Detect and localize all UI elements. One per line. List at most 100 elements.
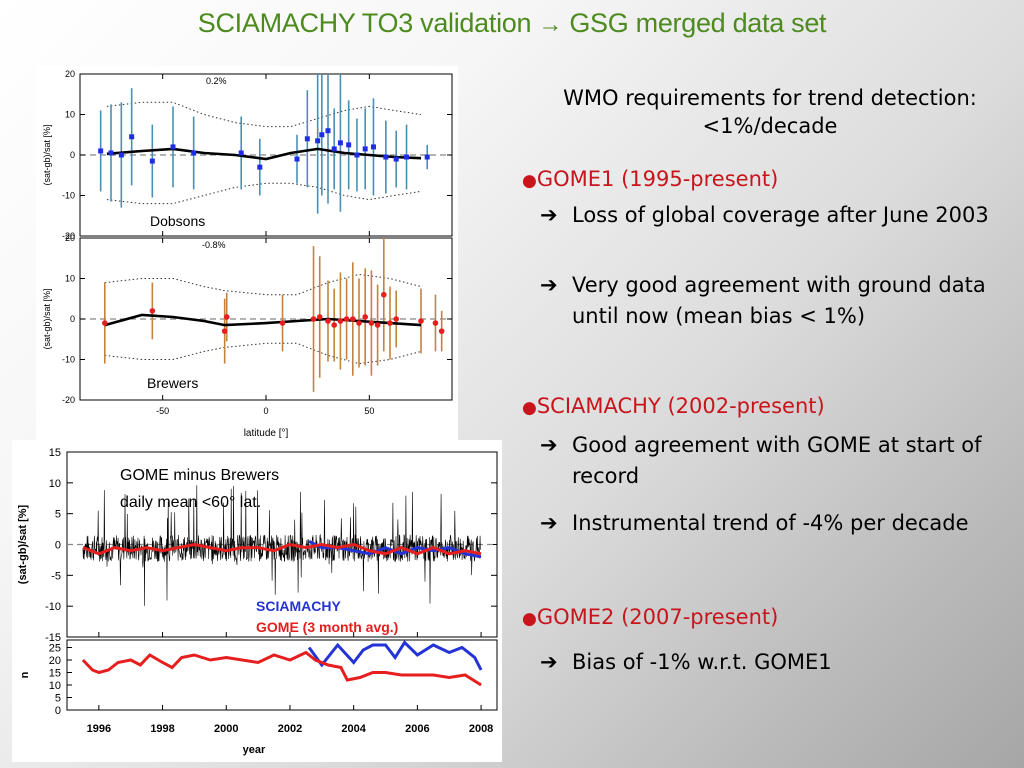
data-point: [149, 158, 155, 164]
y-tick-label: -10: [62, 355, 75, 365]
annotation-line-1: GOME minus Brewers: [120, 467, 279, 484]
data-point: [304, 136, 310, 142]
series-line: [81, 650, 482, 687]
x-tick-label: 50: [364, 406, 374, 416]
arrow-right-icon: ➔: [540, 273, 558, 297]
series-line: [307, 640, 483, 671]
bullet-gome2: ●GOME2 (2007-present): [522, 605, 778, 629]
bullet-gome1: ●GOME1 (1995-present): [522, 167, 778, 191]
latitude-chart-panel: -20 -10 0 10 20 0.2% Dobsons (sat-gb)/sat [%] -2…: [36, 66, 458, 440]
data-point: [325, 128, 331, 134]
data-point: [393, 316, 400, 322]
x-axis-label: latitude [°]: [244, 428, 289, 439]
arrow-right-icon: ➔: [540, 650, 558, 674]
x-tick-label: 2002: [278, 723, 302, 735]
y-tick-label: 15: [49, 447, 61, 459]
data-point: [381, 291, 387, 298]
list-item: ➔ Good agreement with GOME at start of r…: [540, 430, 1020, 492]
y-tick-label: 0: [70, 314, 75, 324]
timeseries-chart-panel: -15 -10 -5 0 5 10 15 0 5 10 15 20 25 1996 1998 2000 2002…: [12, 440, 502, 762]
data-point: [343, 316, 350, 322]
data-point: [310, 316, 317, 322]
data-point: [319, 132, 325, 138]
data-point: [383, 154, 389, 160]
data-point: [393, 156, 399, 162]
list-item-text: Good agreement with GOME at start of rec…: [572, 433, 982, 488]
bias-annotation: 0.2%: [206, 76, 227, 86]
data-point: [108, 150, 114, 156]
data-point: [346, 142, 352, 148]
y-tick-label: 0: [55, 705, 61, 717]
x-tick-label: 2006: [405, 723, 429, 735]
data-point: [432, 320, 439, 326]
arrow-right-icon: ➔: [540, 433, 558, 457]
list-item: ➔ Bias of -1% w.r.t. GOME1: [540, 647, 1020, 678]
x-tick-label: -50: [156, 406, 169, 416]
arrow-right-icon: ➔: [540, 203, 558, 227]
legend-gome: GOME (3 month avg.): [256, 619, 398, 635]
data-point: [337, 318, 344, 324]
bullet-sciamachy: ●SCIAMACHY (2002-present): [522, 394, 825, 418]
plot-frame: [66, 639, 498, 711]
legend-sciamachy: SCIAMACHY: [256, 598, 341, 614]
bias-annotation: -0.8%: [202, 240, 226, 250]
y-tick-label: 15: [49, 668, 61, 680]
latitude-chart: -20 -10 0 10 20 0.2% Dobsons (sat-gb)/sat [%] -2…: [42, 69, 453, 439]
arrow-right-icon: ➔: [540, 511, 558, 535]
data-point: [368, 320, 375, 326]
data-point: [350, 316, 356, 322]
list-item: ➔ Instrumental trend of -4% per decade: [540, 508, 1020, 539]
data-point: [191, 150, 197, 156]
x-axis-label: year: [243, 744, 266, 756]
data-point: [387, 320, 393, 326]
data-point: [170, 144, 176, 150]
data-point: [223, 314, 230, 320]
data-point: [325, 318, 331, 324]
section-heading: GOME1 (1995-present): [536, 167, 779, 191]
y-axis-label: (sat-gb)/sat [%]: [42, 124, 52, 185]
data-point: [102, 320, 108, 326]
data-point: [316, 314, 323, 320]
data-point: [331, 146, 337, 152]
bullet-dot-icon: ●: [522, 171, 537, 191]
envelope-lower: [104, 342, 422, 365]
y-tick-label: 10: [65, 274, 75, 284]
data-point: [221, 328, 228, 334]
slide-title: SCIAMACHY TO3 validation → GSG merged da…: [0, 8, 1024, 39]
y-tick-label: -20: [62, 231, 75, 241]
envelope-lower: [106, 182, 422, 205]
y-axis-label-n: n: [19, 671, 31, 678]
data-point: [257, 164, 263, 170]
y-tick-label: -10: [45, 601, 61, 613]
bullet-dot-icon: ●: [522, 609, 537, 629]
data-point: [362, 314, 369, 320]
series-line: [82, 542, 482, 556]
y-tick-label: 10: [65, 110, 75, 120]
list-item: ➔ Very good agreement with ground data u…: [540, 270, 1020, 332]
wmo-requirement: WMO requirements for trend detection: <1…: [563, 86, 977, 138]
y-tick-label: 10: [49, 478, 61, 490]
y-tick-label: 20: [65, 233, 75, 243]
y-tick-label: 5: [55, 693, 61, 705]
data-point: [149, 308, 156, 314]
data-point: [337, 140, 343, 146]
section-heading: GOME2 (2007-present): [536, 605, 779, 629]
x-tick-label: 2004: [341, 723, 366, 735]
x-tick-label: 2008: [469, 723, 493, 735]
list-item: ➔ Loss of global coverage after June 200…: [540, 200, 1020, 231]
list-item-text: Instrumental trend of -4% per decade: [572, 511, 969, 535]
panel-label: Brewers: [147, 375, 198, 391]
x-tick-label: 0: [263, 406, 268, 416]
title-main: SCIAMACHY TO3 validation: [197, 8, 532, 38]
data-point: [315, 138, 321, 144]
y-tick-label: -20: [62, 395, 75, 405]
panel-label: Dobsons: [150, 213, 205, 229]
y-tick-label: -10: [62, 191, 75, 201]
data-point: [362, 146, 368, 152]
list-item-text: Very good agreement with ground data unt…: [572, 273, 986, 328]
data-point: [438, 328, 445, 334]
data-point: [418, 318, 424, 324]
title-arrow-icon: →: [538, 11, 563, 38]
section-heading: SCIAMACHY (2002-present): [536, 394, 825, 418]
